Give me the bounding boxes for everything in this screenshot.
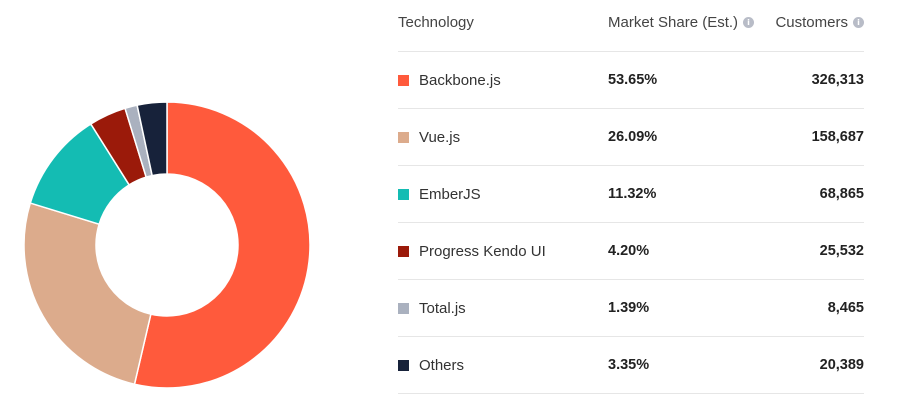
customers-cell: 326,313 bbox=[812, 52, 864, 108]
market-share-value: 3.35% bbox=[608, 357, 650, 373]
customers-value: 20,389 bbox=[819, 357, 864, 373]
customers-cell: 68,865 bbox=[820, 166, 864, 222]
header-market-share-label: Market Share (Est.) bbox=[608, 14, 739, 31]
technology-name[interactable]: EmberJS bbox=[419, 185, 481, 203]
info-icon[interactable]: i bbox=[853, 17, 864, 28]
technology-name[interactable]: Vue.js bbox=[419, 128, 461, 146]
technology-cell: Total.js bbox=[398, 280, 466, 336]
customers-cell: 20,389 bbox=[820, 337, 864, 393]
legend-swatch bbox=[398, 74, 409, 86]
share-cell: 3.35% bbox=[608, 337, 649, 393]
market-share-value: 53.65% bbox=[608, 72, 658, 88]
table-row: Total.js 1.39% 8,465 bbox=[398, 280, 864, 337]
customers-value: 68,865 bbox=[819, 186, 864, 202]
customers-cell: 25,532 bbox=[820, 223, 864, 279]
header-technology-label: Technology bbox=[398, 14, 474, 31]
share-cell: 4.20% bbox=[608, 223, 649, 279]
customers-cell: 158,687 bbox=[812, 109, 864, 165]
technology-cell: EmberJS bbox=[398, 166, 481, 222]
customers-value: 326,313 bbox=[811, 72, 864, 88]
market-share-value: 4.20% bbox=[608, 243, 650, 259]
customers-cell: 8,465 bbox=[828, 280, 864, 336]
technology-name: Others bbox=[419, 356, 465, 374]
header-customers-label: Customers bbox=[775, 14, 848, 31]
legend-swatch bbox=[398, 302, 409, 314]
market-share-value: 1.39% bbox=[608, 300, 650, 316]
donut-slice-backbone-js[interactable] bbox=[133, 101, 311, 389]
table-row: EmberJS 11.32% 68,865 bbox=[398, 166, 864, 223]
legend-swatch bbox=[398, 359, 409, 371]
header-customers: Customers i bbox=[775, 0, 864, 51]
table-row: Backbone.js 53.65% 326,313 bbox=[398, 52, 864, 109]
table-header: Technology Market Share (Est.) i Custome… bbox=[398, 0, 864, 52]
table-row: Others 3.35% 20,389 bbox=[398, 337, 864, 394]
technology-name[interactable]: Progress Kendo UI bbox=[419, 242, 546, 260]
customers-value: 25,532 bbox=[819, 243, 864, 259]
technology-cell: Progress Kendo UI bbox=[398, 223, 546, 279]
donut-slice-others[interactable] bbox=[136, 101, 168, 177]
technology-cell: Others bbox=[398, 337, 464, 393]
market-share-value: 26.09% bbox=[608, 129, 658, 145]
technology-table: Technology Market Share (Est.) i Custome… bbox=[398, 0, 864, 394]
technology-cell: Vue.js bbox=[398, 109, 460, 165]
technology-cell: Backbone.js bbox=[398, 52, 501, 108]
customers-value: 158,687 bbox=[811, 129, 864, 145]
table-row: Progress Kendo UI 4.20% 25,532 bbox=[398, 223, 864, 280]
legend-swatch bbox=[398, 245, 409, 257]
info-icon[interactable]: i bbox=[743, 17, 755, 28]
header-technology: Technology bbox=[398, 0, 474, 51]
share-cell: 11.32% bbox=[608, 166, 656, 222]
market-share-donut-chart bbox=[20, 98, 314, 392]
donut-svg bbox=[23, 101, 311, 389]
donut-slice-vue-js[interactable] bbox=[23, 202, 152, 386]
share-cell: 26.09% bbox=[608, 109, 657, 165]
table-row: Vue.js 26.09% 158,687 bbox=[398, 109, 864, 166]
legend-swatch bbox=[398, 188, 409, 200]
legend-swatch bbox=[398, 131, 409, 143]
market-share-value: 11.32% bbox=[608, 186, 657, 202]
share-cell: 1.39% bbox=[608, 280, 649, 336]
technology-name[interactable]: Total.js bbox=[419, 299, 466, 317]
technology-name[interactable]: Backbone.js bbox=[419, 71, 501, 89]
share-cell: 53.65% bbox=[608, 52, 657, 108]
customers-value: 8,465 bbox=[827, 300, 864, 316]
header-market-share: Market Share (Est.) i bbox=[608, 0, 755, 51]
